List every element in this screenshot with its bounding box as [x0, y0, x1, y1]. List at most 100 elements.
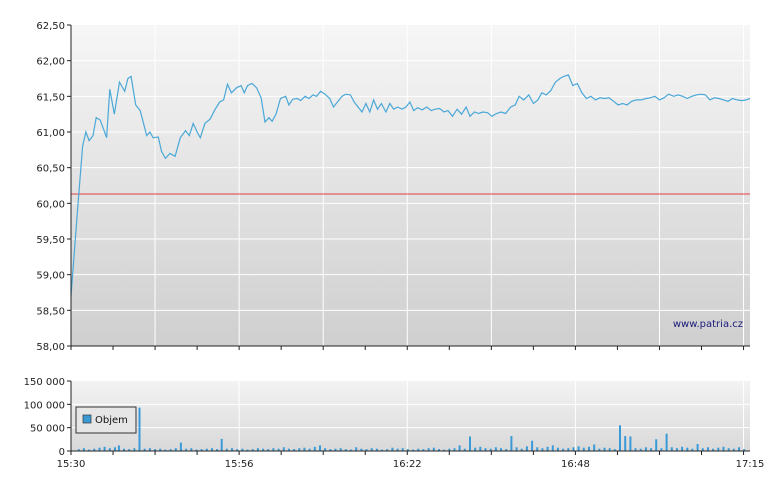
volume-bar: [738, 447, 740, 451]
volume-bar: [350, 449, 352, 451]
volume-bar: [722, 446, 725, 451]
volume-bar: [365, 449, 368, 451]
volume-bar: [567, 448, 570, 451]
volume-bar: [712, 448, 715, 451]
volume-bar: [634, 448, 637, 451]
volume-bar: [417, 448, 420, 451]
volume-bar: [562, 448, 565, 451]
volume-bar: [381, 449, 383, 451]
volume-bar: [391, 447, 394, 451]
volume-bar: [179, 442, 182, 451]
volume-bar: [195, 449, 198, 451]
price-y-tick-labels: 62,50 62,00 61,50 61,00 60,50 60,00 59,50 59,00…: [36, 21, 71, 353]
volume-bar: [644, 447, 647, 451]
volume-bar: [143, 448, 146, 451]
volume-bars: [77, 407, 746, 451]
volume-bar: [556, 447, 559, 451]
price-series-line: [70, 74, 751, 297]
volume-bar: [148, 448, 151, 451]
price-y-tick-label: 59,00: [36, 271, 65, 282]
watermark-text: www.patria.cz: [673, 319, 743, 330]
volume-bar: [154, 449, 157, 451]
volume-bar: [401, 448, 404, 451]
volume-bar: [396, 448, 399, 451]
volume-bar: [707, 447, 709, 451]
volume-bar: [484, 448, 487, 451]
price-y-tick-label: 59,50: [36, 235, 65, 246]
volume-bar: [98, 447, 101, 451]
volume-bar: [303, 447, 306, 451]
price-plot-background: [71, 25, 750, 346]
volume-bar: [211, 448, 213, 451]
volume-bar: [665, 433, 668, 451]
volume-bar: [293, 449, 296, 451]
volume-bar: [200, 449, 203, 451]
volume-bar: [717, 447, 720, 451]
volume-y-tick-label: 150 000: [24, 377, 65, 388]
volume-bar: [262, 448, 265, 451]
volume-bar: [185, 448, 188, 451]
volume-y-tick-label: 50 000: [30, 424, 65, 435]
volume-bar: [370, 448, 373, 451]
volume-bar: [334, 448, 337, 451]
volume-bar: [546, 446, 549, 451]
price-y-tick-label: 60,50: [36, 164, 65, 175]
volume-bar: [103, 446, 106, 451]
volume-bar: [701, 448, 704, 451]
volume-bar: [427, 448, 430, 451]
volume-bar: [608, 448, 611, 451]
volume-bar: [272, 448, 275, 451]
volume-bar: [360, 448, 363, 451]
volume-bar: [624, 436, 627, 451]
volume-bar: [241, 448, 244, 451]
volume-bar: [660, 448, 663, 451]
volume-bar: [339, 448, 342, 451]
volume-bar: [619, 425, 621, 451]
volume-bar: [422, 449, 425, 451]
volume-bar: [650, 448, 653, 451]
volume-bar: [77, 449, 80, 451]
volume-bar: [282, 447, 285, 451]
volume-x-tick-label: 15:30: [57, 459, 86, 470]
volume-bar: [453, 448, 456, 451]
volume-bar: [216, 449, 219, 451]
price-panel: 62,50 62,00 61,50 61,00 60,50 60,00 59,50 59,00…: [36, 21, 751, 353]
volume-bar: [551, 445, 554, 451]
volume-bar: [236, 449, 239, 451]
volume-x-tick-labels: 15:30 15:56 16:22 16:48 17:15: [57, 451, 764, 470]
volume-bar: [169, 449, 172, 451]
volume-bar: [313, 446, 316, 451]
volume-bar: [159, 448, 162, 451]
volume-bar: [138, 407, 141, 451]
volume-bar: [128, 449, 131, 451]
volume-panel: 150 000 100 000 50 000 0 15:30 15:56 16:22 16:…: [24, 377, 765, 470]
volume-bar: [324, 448, 327, 451]
volume-bar: [577, 446, 580, 451]
volume-bar: [114, 447, 116, 451]
volume-bar: [494, 447, 497, 451]
volume-bar: [344, 449, 347, 451]
volume-bar: [675, 448, 678, 451]
volume-y-tick-labels: 150 000 100 000 50 000 0: [24, 377, 71, 458]
volume-bar: [412, 449, 415, 451]
volume-bar: [593, 444, 596, 451]
volume-bar: [220, 438, 223, 451]
volume-bar: [123, 448, 125, 451]
price-y-tick-label: 58,00: [36, 342, 65, 353]
volume-bar: [639, 448, 642, 451]
volume-bar: [108, 448, 111, 451]
price-y-tick-label: 61,00: [36, 128, 65, 139]
volume-bar: [572, 447, 575, 451]
volume-bar: [448, 448, 451, 451]
volume-bar: [686, 447, 689, 451]
volume-bar: [727, 448, 730, 451]
volume-bar: [375, 448, 378, 451]
volume-y-tick-label: 100 000: [24, 400, 65, 411]
volume-bar: [536, 447, 539, 451]
volume-bar: [432, 447, 435, 451]
volume-bar: [541, 448, 544, 451]
price-y-tick-label: 62,00: [36, 57, 65, 68]
volume-gridlines: [71, 381, 750, 451]
volume-bar: [588, 446, 590, 451]
price-y-tick-label: 62,50: [36, 21, 65, 32]
